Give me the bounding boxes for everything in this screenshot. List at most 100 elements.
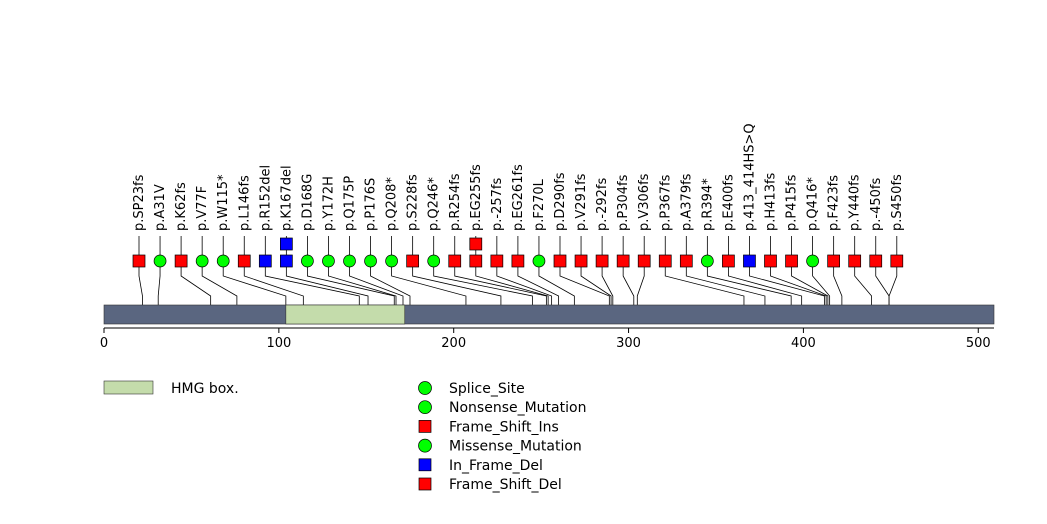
axis-tick-label: 200 (441, 336, 466, 351)
mutation-labels: p.SP23fs p.A31V p.K62fs p.V77F p.W115* p.L146… (132, 123, 905, 231)
mutation-marker-square (764, 254, 777, 268)
mutation-marker-square (258, 254, 272, 268)
mutation-marker-square (890, 254, 904, 268)
mutation-label: p.W115* (216, 174, 231, 231)
mutation-label: p.A379fs (679, 173, 694, 231)
mutation-marker-circle (427, 254, 441, 268)
mutation-label: p.Q208* (385, 177, 400, 231)
mutation-marker-circle (700, 254, 714, 268)
mutation-label: p.-450fs (869, 178, 884, 231)
mutation-label: p.R152del (258, 165, 273, 231)
protein-track (103, 304, 995, 325)
mutation-label: p.R254fs (448, 173, 463, 231)
mutation-label: p.Q246* (427, 177, 442, 231)
mutation-label: p.K62fs (174, 182, 189, 231)
legend-domain-label: HMG box. (171, 381, 239, 397)
legend-marker-square (418, 420, 432, 433)
legend-type-label: In_Frame_Del (449, 458, 543, 474)
mutation-label: p.V306fs (637, 173, 652, 231)
mutation-label: p.S228fs (406, 174, 421, 231)
mutation-label: p.-257fs (490, 178, 505, 231)
mutation-marker-square (469, 254, 483, 268)
mutation-label: p.Q175P (343, 176, 358, 231)
legend-marker-circle (418, 400, 432, 415)
legend-type-label: Missense_Mutation (449, 439, 582, 455)
mutation-label: p.P367fs (658, 174, 673, 231)
mutation-marker-square (595, 254, 609, 268)
mutation-marker-square (490, 254, 504, 268)
mutation-label: p.P415fs (785, 174, 800, 231)
mutation-marker-circle (364, 254, 377, 268)
mutation-marker-square (553, 254, 567, 268)
mutation-label: p.P304fs (616, 174, 631, 231)
mutation-label: p.Y172H (321, 176, 336, 231)
mutation-label: p.V77F (195, 186, 210, 231)
protein-bar (103, 304, 995, 325)
legend-marker-square (418, 458, 432, 472)
mutation-marker-circle (532, 254, 546, 268)
mutation-label: p.A31V (153, 184, 168, 231)
mutation-label: p.E400fs (721, 174, 736, 231)
legend-domain-swatch (103, 380, 154, 395)
mutation-marker-circle (343, 254, 356, 268)
mutation-label: p.EG255fs (469, 164, 484, 231)
mutation-label: p.SP23fs (132, 174, 147, 231)
mutation-marker-square (237, 254, 251, 268)
mutation-marker-circle (153, 254, 167, 268)
mutation-marker-square (280, 237, 293, 251)
axis-tick-label: 500 (966, 336, 991, 351)
mutation-marker-square (869, 254, 883, 268)
legend-marker-circle (418, 438, 432, 453)
mutation-markers (132, 237, 904, 268)
mutation-marker-circle (385, 254, 398, 268)
mutation-marker-square (469, 237, 483, 251)
mutation-marker-square (827, 254, 841, 268)
mutation-label: p.P176S (364, 178, 379, 231)
mutation-marker-square (511, 254, 525, 268)
mutation-label: p.R394* (700, 178, 715, 231)
mutation-marker-square (616, 254, 630, 268)
mutation-label: p.F423fs (827, 175, 842, 231)
mutation-label: p.Q416* (806, 177, 821, 231)
domain-hmg-box (285, 304, 406, 325)
mutation-label: p.Y440fs (848, 174, 863, 231)
mutation-marker-square (574, 254, 588, 268)
axis-tick-label: 0 (100, 336, 108, 351)
legend-marker-square (418, 477, 432, 491)
mutation-label: p.K167del (279, 165, 294, 231)
mutation-label: p.-292fs (595, 178, 610, 231)
mutation-marker-square (743, 254, 756, 268)
mutation-marker-square (848, 254, 862, 268)
mutation-label: p.V291fs (574, 173, 589, 231)
mutation-marker-square (406, 254, 419, 268)
mutation-marker-square (637, 254, 651, 268)
mutation-marker-circle (195, 254, 209, 268)
mutation-marker-square (722, 254, 735, 268)
mutation-label: p.413_414HS>Q (742, 123, 757, 231)
mutation-marker-circle (301, 254, 314, 268)
mutation-marker-square (132, 254, 146, 268)
mutation-marker-square (785, 254, 798, 268)
axis-tick-label: 300 (616, 336, 641, 351)
legend-type-label: Frame_Shift_Del (449, 477, 562, 493)
mutation-marker-circle (806, 254, 819, 268)
mutation-label: p.D168G (300, 174, 315, 231)
legend: HMG box. Splice_Site Nonsense_Mutation Fram… (103, 380, 586, 493)
mutation-marker-circle (216, 254, 230, 268)
axis-tick-label: 100 (266, 336, 291, 351)
legend-type-label: Frame_Shift_Ins (449, 419, 559, 435)
mutation-label: p.S450fs (890, 174, 905, 231)
legend-type-label: Nonsense_Mutation (449, 400, 586, 416)
mutation-marker-square (280, 254, 293, 268)
mutation-label: p.H413fs (764, 172, 779, 231)
mutation-label: p.D290fs (553, 172, 568, 231)
mutation-label: p.F270L (532, 178, 547, 231)
mutation-marker-square (174, 254, 188, 268)
axis-tick-label: 400 (791, 336, 816, 351)
mutation-marker-square (658, 254, 672, 268)
mutation-marker-square (448, 254, 462, 268)
mutation-marker-square (679, 254, 693, 268)
legend-marker-circle (418, 381, 432, 395)
legend-type-label: Splice_Site (449, 381, 525, 397)
